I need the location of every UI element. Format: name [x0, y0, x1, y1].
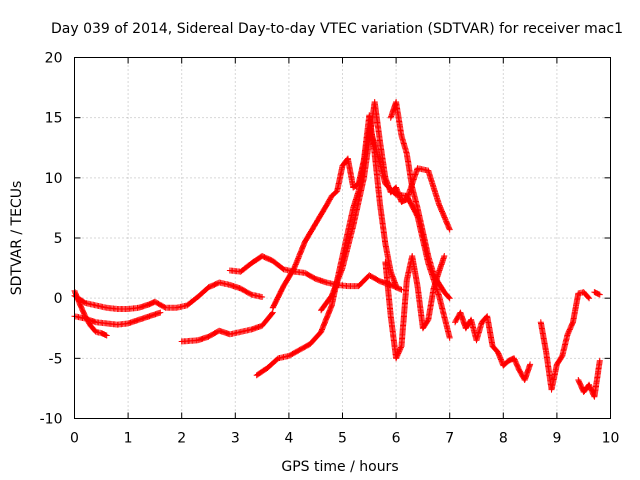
series-trace-4 [178, 309, 276, 345]
series-trace-8 [318, 99, 453, 314]
x-tick-label: 2 [177, 431, 186, 447]
plot-frame [74, 57, 611, 419]
series-trace-5 [226, 253, 405, 293]
y-tick-label: 15 [45, 111, 63, 127]
y-tick-labels: -10 -5 0 5 10 15 20 [40, 51, 63, 428]
series-trace-6 [253, 124, 453, 379]
y-tick-label: 20 [45, 51, 63, 67]
x-tick-label: 6 [392, 431, 401, 447]
series-trace-11 [452, 309, 534, 383]
x-tick-label: 3 [231, 431, 240, 447]
y-tick-label: -5 [49, 351, 63, 367]
data-markers [318, 99, 453, 314]
series-trace-9 [382, 253, 448, 362]
data-markers [178, 309, 276, 345]
data-markers [71, 279, 266, 312]
data-markers [591, 289, 603, 298]
x-tick-label: 10 [602, 431, 620, 447]
series-trace-10 [387, 99, 453, 302]
data-markers [253, 124, 453, 379]
x-tick-label: 8 [499, 431, 508, 447]
data-markers [575, 357, 603, 400]
y-tick-label: 0 [54, 291, 63, 307]
x-tick-label: 4 [284, 431, 293, 447]
data-series [71, 99, 603, 400]
x-tick-label: 5 [338, 431, 347, 447]
series-trace-14 [591, 289, 603, 298]
x-tick-labels: 0 1 2 3 4 5 6 7 8 9 10 [70, 431, 619, 447]
y-tick-label: -10 [40, 412, 63, 428]
y-axis-label: SDTVAR / TECUs [9, 181, 25, 296]
data-markers [382, 253, 448, 362]
data-markers [537, 289, 593, 393]
chart-title: Day 039 of 2014, Sidereal Day-to-day VTE… [51, 21, 623, 37]
data-markers [452, 309, 534, 383]
data-markers [387, 99, 453, 302]
x-axis-label: GPS time / hours [281, 459, 398, 475]
x-tick-label: 7 [445, 431, 454, 447]
series-trace-12 [537, 289, 593, 393]
series-trace-2 [71, 287, 110, 339]
x-tick-label: 9 [552, 431, 561, 447]
series-trace-1 [71, 279, 266, 312]
data-markers [226, 253, 405, 293]
x-tick-label: 1 [124, 431, 133, 447]
y-tick-label: 10 [45, 171, 63, 187]
x-tick-label: 0 [70, 431, 79, 447]
data-markers [71, 287, 110, 339]
series-trace-13 [575, 357, 603, 400]
y-tick-label: 5 [54, 231, 63, 247]
